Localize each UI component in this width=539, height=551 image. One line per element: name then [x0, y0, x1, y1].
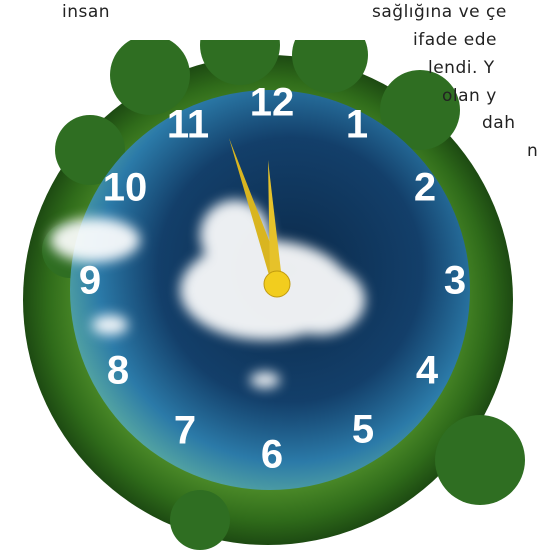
text-line: olan y [442, 86, 497, 106]
illustration: 121234567891011 insansağlığına ve çeifad… [0, 0, 539, 551]
clock-number: 5 [352, 408, 374, 452]
clock-number: 7 [174, 409, 196, 453]
clock-number: 10 [103, 166, 148, 210]
clock-number: 12 [250, 81, 295, 125]
clock-number: 2 [414, 166, 436, 210]
text-line: insan [62, 2, 110, 22]
text-line: n [527, 141, 538, 161]
clock-number: 11 [167, 103, 209, 147]
page: 121234567891011 insansağlığına ve çeifad… [0, 0, 539, 551]
clock-number: 9 [79, 259, 101, 303]
text-line: sağlığına ve çe [372, 2, 507, 22]
text-line: dah [482, 113, 515, 133]
text-line: ifade ede [413, 30, 497, 50]
clock-center [264, 271, 290, 297]
clock-number: 8 [107, 349, 129, 393]
clock-number: 1 [346, 103, 368, 147]
clock-number: 3 [444, 259, 466, 303]
clock-number: 6 [261, 433, 283, 477]
clock-number: 4 [416, 349, 439, 393]
text-line: lendi. Y [428, 58, 495, 78]
